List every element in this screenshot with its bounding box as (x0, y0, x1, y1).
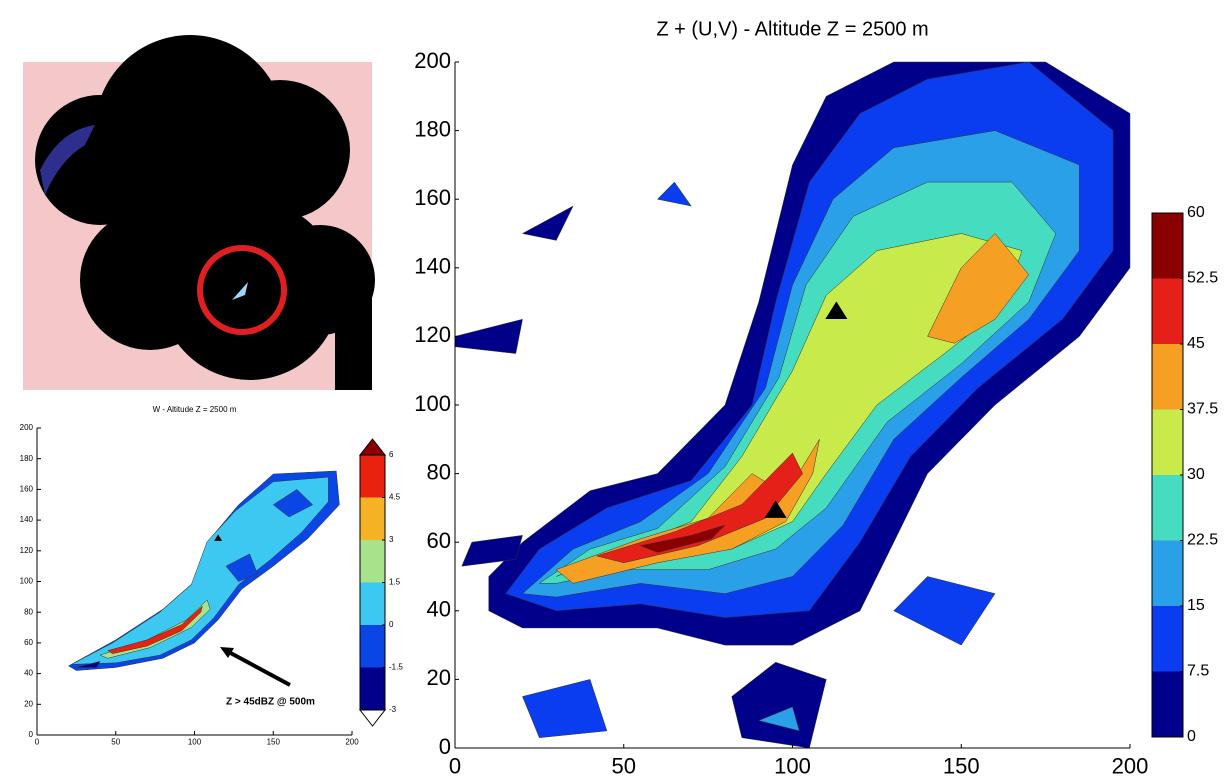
y-tick-label: 120 (20, 546, 34, 555)
colorbar-segment (360, 668, 385, 711)
colorbar-label: 30 (1187, 466, 1205, 483)
y-tick-label: 60 (427, 528, 451, 553)
colorbar-label: 7.5 (1187, 663, 1209, 680)
contour-region (523, 206, 574, 240)
y-tick-label: 200 (20, 423, 34, 432)
colorbar-segment (1152, 279, 1183, 345)
x-tick-label: 200 (1112, 754, 1149, 779)
y-tick-label: 100 (20, 577, 34, 586)
radar-map (23, 35, 375, 390)
y-tick-label: 40 (24, 669, 33, 678)
colorbar-label: 15 (1187, 597, 1205, 614)
colorbar-segment (360, 625, 385, 668)
y-tick-label: 160 (414, 185, 451, 210)
colorbar-label: 45 (1187, 335, 1205, 352)
colorbar-label: 60 (1187, 204, 1205, 221)
colorbar-label: 37.5 (1187, 401, 1218, 418)
colorbar-label: -3 (389, 705, 397, 714)
annotation: Z > 45dBZ @ 500m (226, 697, 315, 708)
colorbar-segment (360, 583, 385, 626)
colorbar-segment (1152, 410, 1183, 476)
page: Z > 45dBZ @ 500m W - Altitude Z = 2500 m… (0, 0, 1228, 784)
colorbar-label: 52.5 (1187, 270, 1218, 287)
colorbar-label: 4.5 (389, 493, 401, 502)
chart-title: Z + (U,V) - Altitude Z = 2500 m (656, 18, 928, 40)
colorbar-segment (360, 540, 385, 583)
x-tick-label: 150 (267, 737, 281, 746)
contour-region (523, 679, 607, 737)
colorbar-label: -1.5 (389, 663, 403, 672)
y-tick-label: 140 (20, 515, 34, 524)
colorbar-segment (1152, 213, 1183, 279)
y-tick-label: 60 (24, 638, 33, 647)
colorbar-segment (1152, 344, 1183, 410)
x-tick-label: 0 (35, 737, 40, 746)
contour-region (732, 662, 827, 748)
x-tick-label: 100 (188, 737, 202, 746)
y-tick-label: 160 (20, 485, 34, 494)
contour-region (894, 577, 995, 646)
chart-title: W - Altitude Z = 2500 m (153, 405, 237, 414)
y-tick-label: 20 (427, 665, 451, 690)
y-tick-label: 180 (414, 116, 451, 141)
colorbar-segment (360, 498, 385, 541)
y-tick-label: 80 (24, 607, 33, 616)
colorbar-label: 0 (389, 620, 394, 629)
y-tick-label: 200 (414, 48, 451, 73)
colorbar-label: 0 (1187, 728, 1196, 745)
y-tick-label: 80 (427, 459, 451, 484)
y-tick-label: 120 (414, 322, 451, 347)
colorbar-label: 6 (389, 450, 394, 459)
y-tick-label: 100 (414, 391, 451, 416)
colorbar-label: 1.5 (389, 578, 401, 587)
contour-region (455, 319, 523, 353)
colorbar-extend (360, 710, 385, 726)
annotation-arrow (225, 650, 290, 685)
y-tick-label: 180 (20, 454, 34, 463)
x-tick-label: 0 (449, 754, 461, 779)
y-tick-label: 20 (24, 699, 33, 708)
colorbar-segment (1152, 606, 1183, 672)
colorbar-label: 3 (389, 535, 394, 544)
x-tick-label: 100 (774, 754, 811, 779)
y-tick-label: 140 (414, 254, 451, 279)
colorbar-label: 22.5 (1187, 532, 1218, 549)
x-tick-label: 150 (943, 754, 980, 779)
colorbar-extend (360, 439, 385, 455)
contour-region (658, 182, 692, 206)
x-tick-label: 200 (345, 737, 359, 746)
x-tick-label: 50 (612, 754, 636, 779)
colorbar-segment (1152, 475, 1183, 541)
colorbar-segment (1152, 672, 1183, 738)
y-tick-label: 0 (29, 730, 34, 739)
x-tick-label: 50 (111, 737, 120, 746)
colorbar-segment (360, 455, 385, 498)
y-tick-label: 40 (427, 597, 451, 622)
colorbar-segment (1152, 541, 1183, 607)
